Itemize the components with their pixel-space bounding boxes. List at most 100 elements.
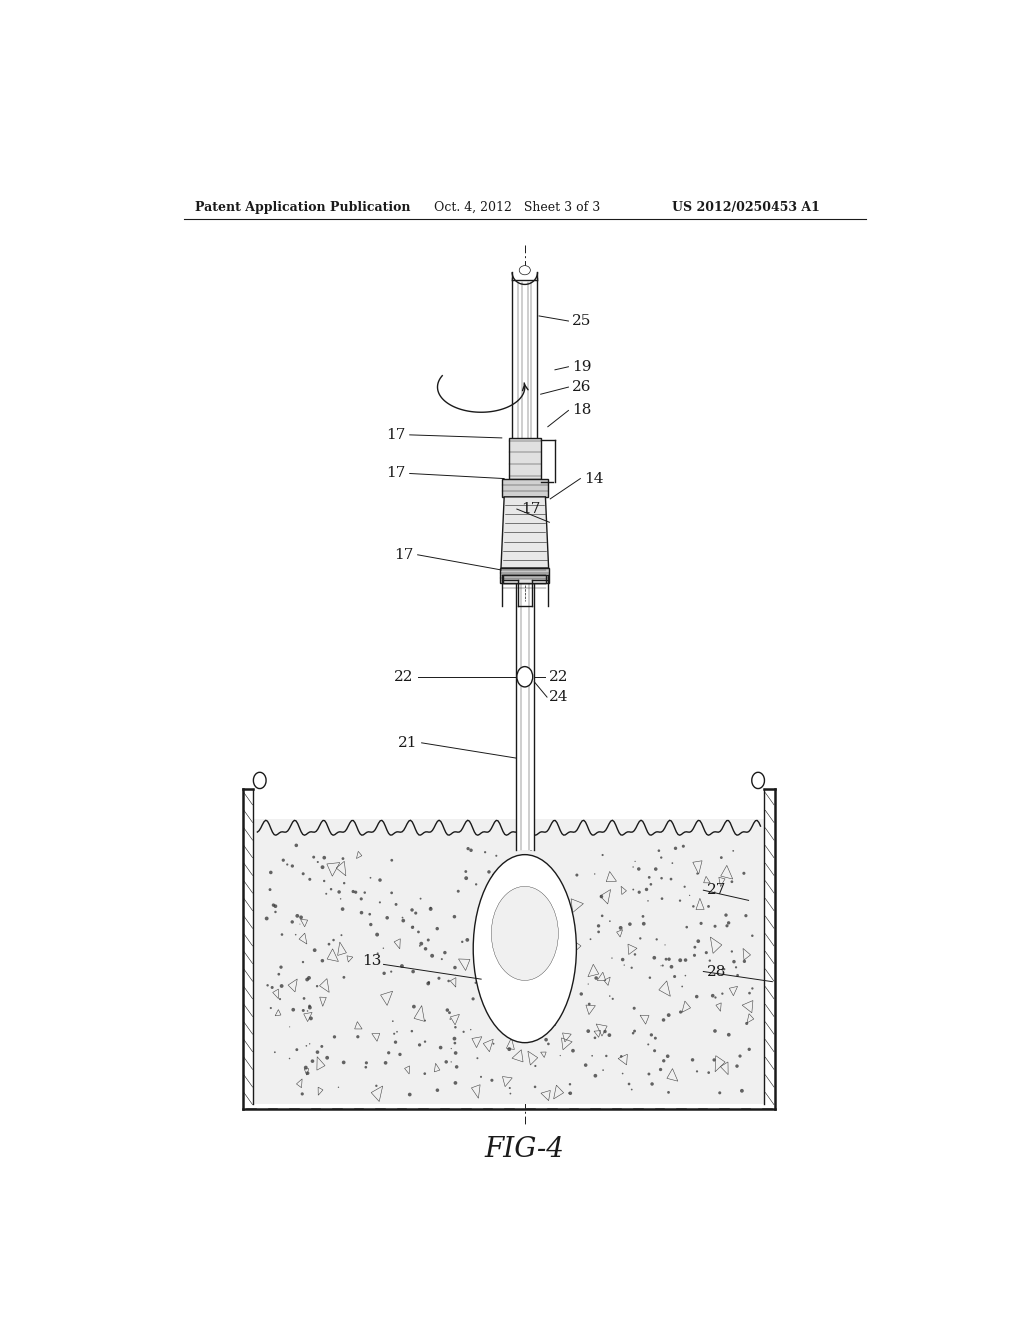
Point [301,968,317,989]
Point [625,857,641,878]
Point [318,1047,335,1068]
Point [598,1045,614,1067]
Point [535,871,551,892]
Point [501,1039,517,1060]
Point [672,949,688,970]
Point [413,933,429,954]
Point [262,862,279,883]
Point [273,975,290,997]
Point [345,880,361,902]
Point [303,1008,319,1030]
Point [295,863,311,884]
Text: 22: 22 [394,669,414,684]
Point [527,1076,544,1097]
Point [622,913,638,935]
Point [267,896,284,917]
Point [744,978,761,999]
Point [687,937,703,958]
Point [316,870,333,891]
Point [459,929,475,950]
Text: 17: 17 [521,502,541,516]
Point [372,892,388,913]
Point [420,973,436,994]
Point [423,898,439,919]
Text: 24: 24 [549,690,568,704]
Point [677,949,693,970]
Point [331,882,347,903]
Point [395,909,412,931]
Point [318,883,335,904]
Point [273,924,290,945]
Point [512,991,528,1012]
Point [504,850,520,871]
Point [327,1027,343,1048]
Point [301,995,317,1016]
Point [588,968,604,989]
Point [369,1076,385,1097]
Point [542,1010,558,1031]
Point [302,997,318,1018]
Point [479,935,496,956]
Point [665,853,681,874]
Point [475,973,492,994]
Point [267,902,284,923]
Point [446,1032,463,1053]
Point [544,1005,560,1026]
Point [472,925,488,946]
Point [361,904,378,925]
Point [295,1001,311,1022]
Point [677,965,693,986]
Point [690,931,707,952]
Point [490,886,507,907]
Text: 22: 22 [549,669,568,684]
Point [714,983,730,1005]
Point [439,999,456,1020]
Point [362,867,379,888]
Point [519,961,536,982]
Point [688,986,705,1007]
Point [489,869,506,890]
Point [667,966,683,987]
Point [734,1080,751,1101]
Point [551,921,567,942]
Point [420,929,436,950]
Text: 28: 28 [708,965,727,978]
Point [716,958,732,979]
Point [513,958,529,979]
Point [386,1023,402,1044]
Point [684,1049,700,1071]
Polygon shape [512,279,538,444]
Point [594,906,610,927]
Point [643,1024,659,1045]
Text: 13: 13 [362,954,382,969]
Point [295,952,311,973]
Point [431,968,447,989]
Point [728,957,744,978]
Point [562,1082,579,1104]
Point [551,895,567,916]
Point [686,945,702,966]
Point [591,915,607,936]
Point [370,942,386,964]
Point [681,884,697,906]
Point [641,867,657,888]
Point [376,962,392,983]
Point [421,972,437,993]
Point [446,906,463,927]
Point [388,894,404,915]
Point [488,870,505,891]
Point [552,1045,568,1067]
Point [282,1048,298,1069]
Point [564,936,581,957]
Point [653,867,670,888]
Point [660,1005,677,1026]
Point [288,924,304,945]
Point [392,1044,409,1065]
Point [604,948,621,969]
Point [258,908,274,929]
Point [562,1073,579,1094]
Point [280,854,296,875]
Point [724,871,740,892]
Point [653,847,670,869]
Point [484,913,501,935]
